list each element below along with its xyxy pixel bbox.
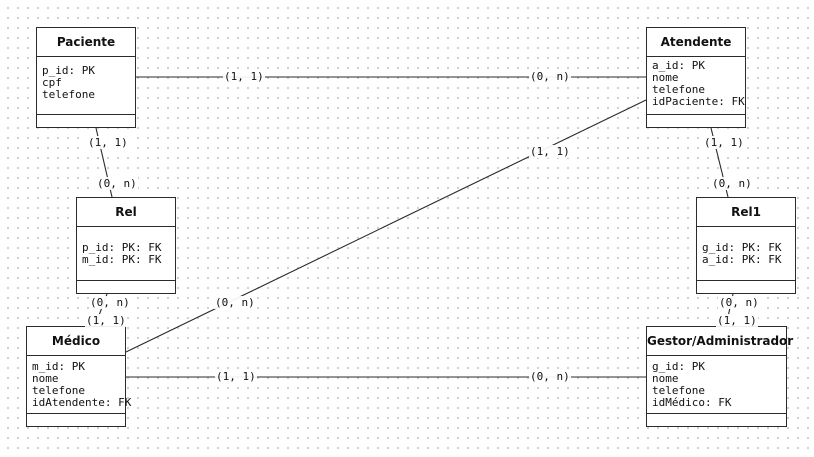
cardinality-label: (0, n) bbox=[529, 370, 571, 383]
cardinality-label: (1, 1) bbox=[85, 314, 127, 327]
attribute: nome bbox=[32, 372, 59, 385]
attribute-list: p_id: PK cpf telefone bbox=[37, 57, 135, 114]
attribute: nome bbox=[652, 372, 679, 385]
entity-medico[interactable]: Médico m_id: PK nome telefone idAtendent… bbox=[26, 326, 132, 427]
attribute-list: g_id: PK nome telefone idMédico: FK bbox=[647, 356, 786, 413]
attribute-list: m_id: PK nome telefone idAtendente: FK bbox=[27, 356, 132, 413]
attribute: g_id: PK: FK bbox=[702, 241, 782, 254]
cardinality-label: (0, n) bbox=[214, 296, 256, 309]
attribute: cpf bbox=[42, 76, 62, 89]
entity-title: Rel bbox=[77, 198, 175, 227]
attribute: a_id: PK: FK bbox=[702, 253, 782, 266]
attribute: telefone bbox=[42, 88, 95, 101]
attribute: nome bbox=[652, 71, 679, 84]
entity-footer bbox=[27, 413, 125, 426]
attribute: idAtendente: FK bbox=[32, 396, 132, 409]
entity-paciente[interactable]: Paciente p_id: PK cpf telefone bbox=[36, 27, 136, 128]
cardinality-label: (0, n) bbox=[711, 177, 753, 190]
attribute: idPaciente: FK bbox=[652, 95, 745, 108]
attribute: telefone bbox=[652, 384, 705, 397]
cardinality-label: (1, 1) bbox=[703, 136, 745, 149]
cardinality-label: (1, 1) bbox=[716, 314, 758, 327]
cardinality-label: (0, n) bbox=[718, 296, 760, 309]
entity-title: Gestor/Administrador bbox=[647, 327, 793, 356]
cardinality-label: (1, 1) bbox=[223, 70, 265, 83]
entity-atendente[interactable]: Atendente a_id: PK nome telefone idPacie… bbox=[646, 27, 746, 128]
cardinality-label: (1, 1) bbox=[215, 370, 257, 383]
cardinality-label: (0, n) bbox=[96, 177, 138, 190]
entity-footer bbox=[37, 114, 135, 127]
entity-gestor-administrador[interactable]: Gestor/Administrador g_id: PK nome telef… bbox=[646, 326, 793, 427]
entity-title: Médico bbox=[27, 327, 125, 356]
attribute-list: g_id: PK: FK a_id: PK: FK bbox=[697, 227, 795, 280]
cardinality-label: (1, 1) bbox=[87, 136, 129, 149]
attribute: telefone bbox=[32, 384, 85, 397]
entity-rel1[interactable]: Rel1 g_id: PK: FK a_id: PK: FK bbox=[696, 197, 796, 294]
cardinality-label: (0, n) bbox=[89, 296, 131, 309]
edge-atendente-medico[interactable] bbox=[125, 99, 647, 353]
entity-footer bbox=[647, 413, 786, 426]
entity-title: Paciente bbox=[37, 28, 135, 57]
entity-rel[interactable]: Rel p_id: PK: FK m_id: PK: FK bbox=[76, 197, 176, 294]
attribute-list: a_id: PK nome telefone idPaciente: FK bbox=[647, 57, 745, 114]
entity-title: Rel1 bbox=[697, 198, 795, 227]
attribute: a_id: PK bbox=[652, 59, 705, 72]
cardinality-label: (0, n) bbox=[529, 70, 571, 83]
attribute: m_id: PK bbox=[32, 360, 85, 373]
attribute: telefone bbox=[652, 83, 705, 96]
attribute-list: p_id: PK: FK m_id: PK: FK bbox=[77, 227, 175, 280]
attribute: m_id: PK: FK bbox=[82, 253, 162, 266]
entity-title: Atendente bbox=[647, 28, 745, 57]
attribute: p_id: PK bbox=[42, 64, 95, 77]
entity-footer bbox=[697, 280, 795, 293]
attribute: g_id: PK bbox=[652, 360, 705, 373]
attribute: p_id: PK: FK bbox=[82, 241, 162, 254]
cardinality-label: (1, 1) bbox=[529, 145, 571, 158]
attribute: idMédico: FK bbox=[652, 396, 732, 409]
entity-footer bbox=[647, 114, 745, 127]
entity-footer bbox=[77, 280, 175, 293]
